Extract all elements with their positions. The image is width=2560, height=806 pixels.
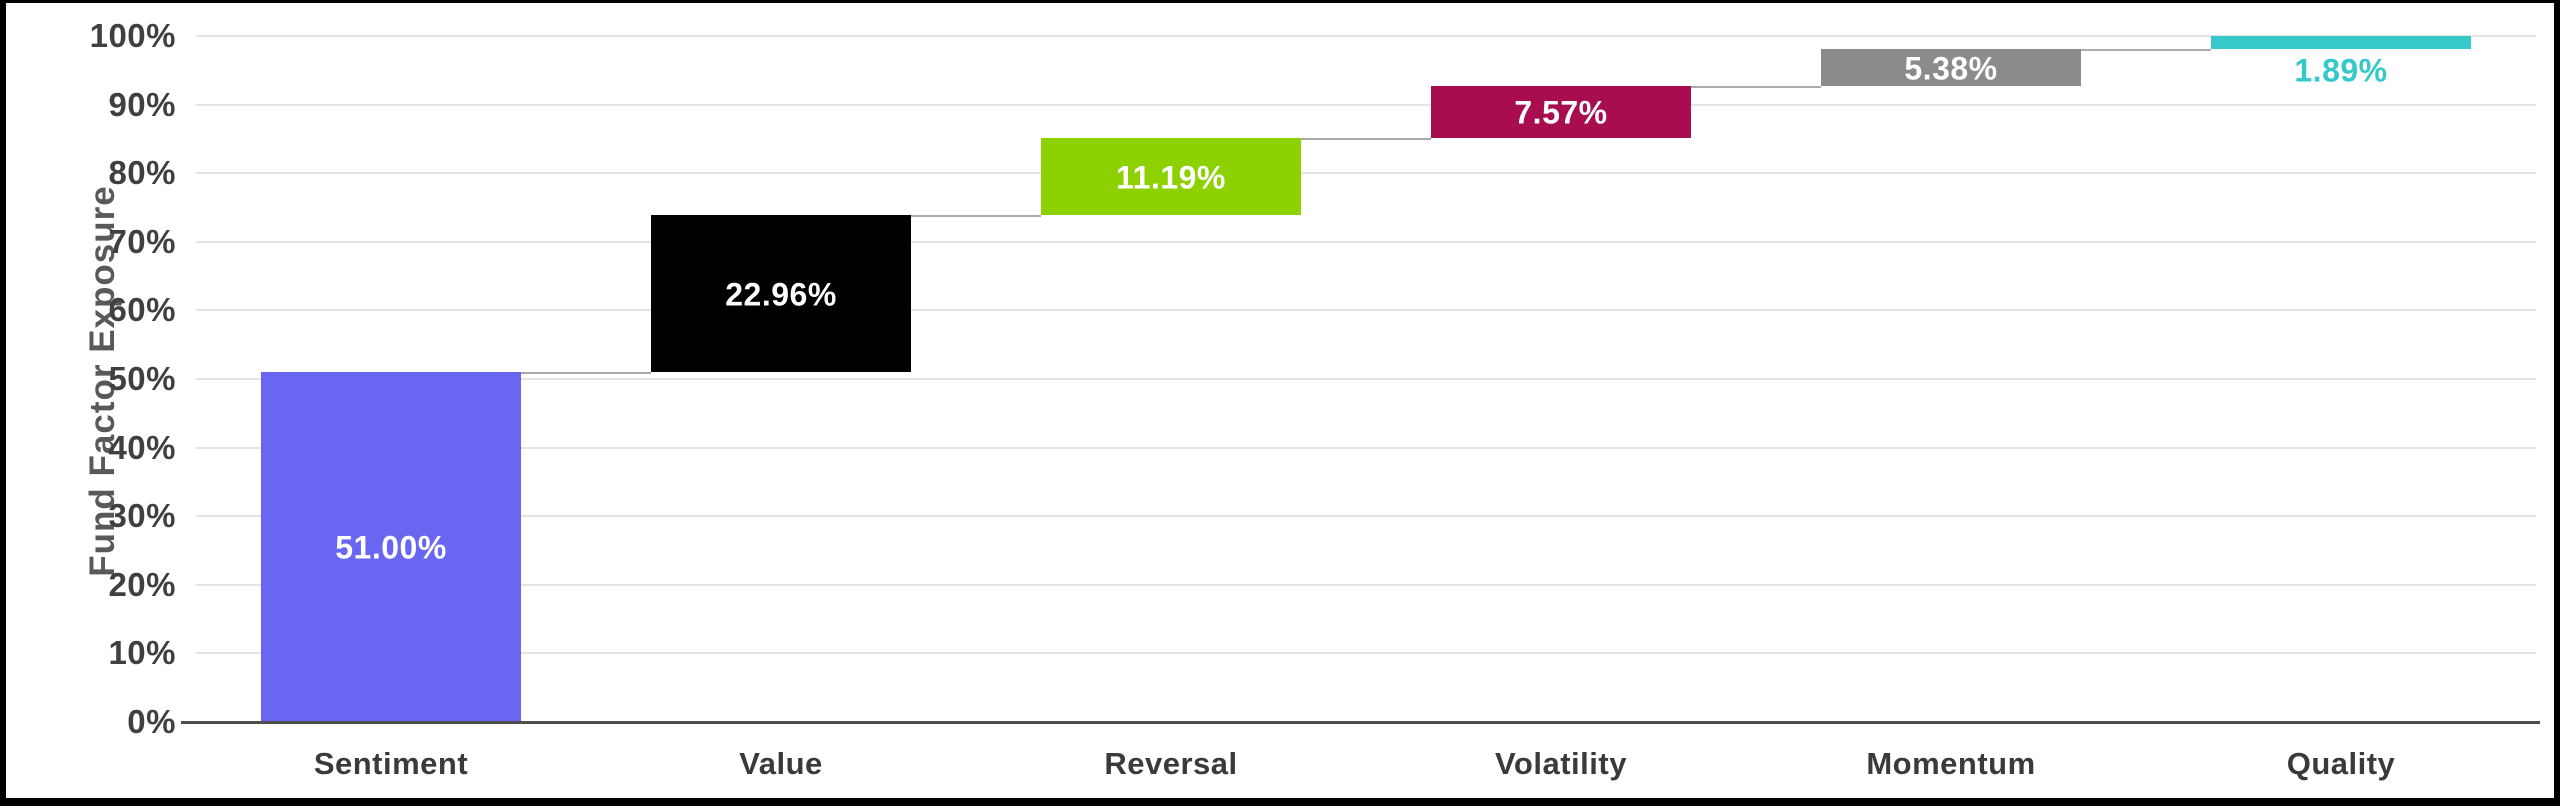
gridline [196,103,2536,106]
gridline [196,583,2536,586]
bar-value-label: 1.89% [2294,52,2388,89]
y-tick-label: 100% [89,17,176,54]
gridline [196,652,2536,655]
gridline [196,378,2536,380]
gridline [196,309,2536,312]
bar-value-label: 7.57% [1514,94,1608,131]
connector-line [521,372,651,374]
x-tick-label: Volatility [1495,746,1627,781]
y-tick-label: 10% [108,634,176,672]
y-tick-label: 40% [108,428,176,466]
connector-line [911,215,1041,217]
connector-line [1301,138,1431,140]
y-tick-label: 20% [108,565,176,603]
gridline [196,172,2536,175]
gridline [196,515,2536,518]
bar-value [651,215,911,372]
x-tick-label: Value [739,746,823,781]
connector-line [2081,49,2211,51]
bar-volatility [1431,86,1691,138]
bar-value-label: 51.00% [335,529,447,566]
x-tick-label: Quality [2286,746,2396,781]
y-tick-label: 0% [127,703,176,740]
bar-momentum [1821,49,2081,86]
x-tick-label: Reversal [1104,746,1238,781]
bar-value-label: 5.38% [1904,50,1998,86]
y-tick-label: 30% [108,497,176,535]
gridline [196,35,2536,37]
x-tick-label: Momentum [1866,746,2036,781]
bar-quality [2211,36,2471,49]
y-tick-label: 80% [108,154,176,192]
bar-value-label: 22.96% [725,276,837,312]
gridline [196,240,2536,243]
y-tick-label: 60% [108,291,176,329]
gridline [196,446,2536,449]
y-tick-label: 70% [108,222,176,260]
x-tick-label: Sentiment [313,746,469,781]
bar-sentiment [261,372,521,722]
connector-line [1691,86,1821,88]
y-tick-label: 50% [108,360,176,397]
y-tick-label: 90% [108,85,176,123]
bar-reversal [1041,138,1301,215]
x-axis-line [181,721,2540,724]
bar-value-label: 11.19% [1116,159,1226,195]
